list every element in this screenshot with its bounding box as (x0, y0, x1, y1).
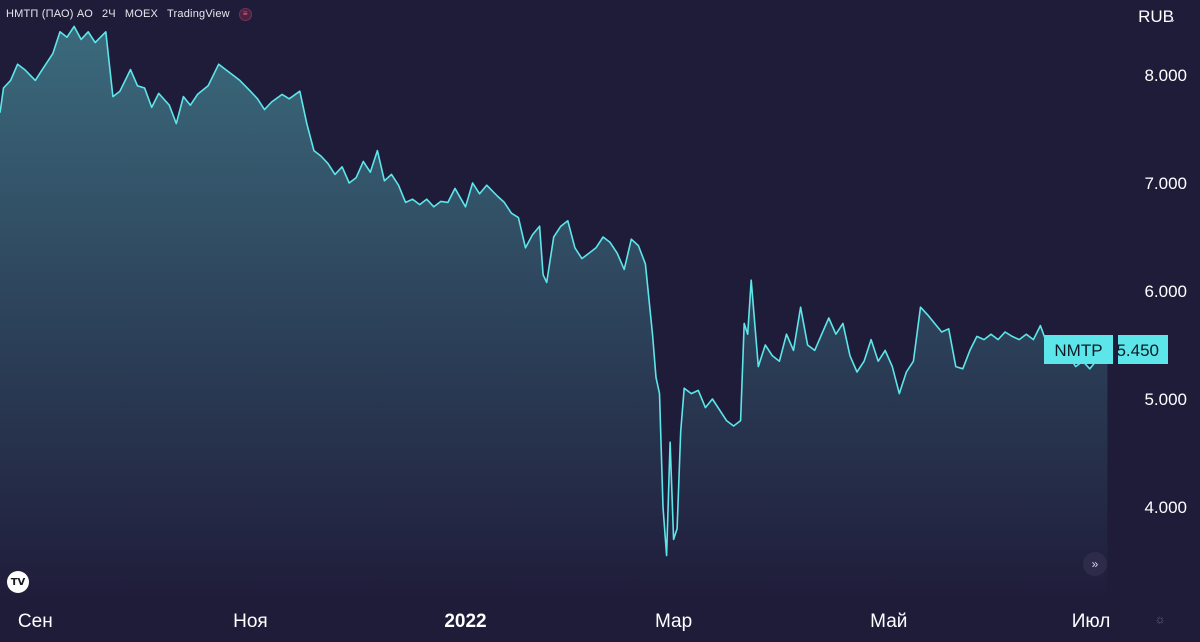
x-tick-label: Сен (18, 611, 53, 632)
interval-label[interactable]: 2Ч (101, 8, 116, 20)
x-tick-label: Мар (655, 611, 692, 632)
price-line (0, 25, 1108, 557)
exchange-label: MOEX (124, 8, 159, 20)
y-tick-label: 5.000 (1144, 390, 1187, 409)
last-price-bg (1118, 335, 1168, 364)
currency-dropdown-icon[interactable]: ⌄ (1168, 14, 1176, 24)
x-tick-label: Май (870, 611, 907, 632)
tradingview-logo-icon[interactable]: TV (7, 571, 29, 593)
x-axis: Сен Ноя 2022 Мар Май Июл (18, 611, 1110, 632)
y-axis: 4.000 5.000 6.000 7.000 8.000 (1144, 66, 1187, 517)
scroll-to-realtime-button[interactable]: » (1083, 552, 1107, 576)
x-tick-label: Ноя (233, 611, 268, 632)
y-tick-label: 4.000 (1144, 498, 1187, 517)
price-area-fill (0, 26, 1108, 600)
x-tick-label: Июл (1072, 611, 1111, 632)
provider-label: TradingView (167, 8, 230, 20)
y-tick-label: 8.000 (1144, 66, 1187, 85)
last-price-tag: NMTP 5.450 (1044, 335, 1168, 364)
x-tick-label: 2022 (444, 611, 486, 632)
currency-label[interactable]: RUB (1138, 7, 1174, 26)
last-price-value: 5.450 (1116, 341, 1159, 360)
y-tick-label: 6.000 (1144, 282, 1187, 301)
symbol-name[interactable]: НМТП (ПАО) АО (6, 8, 93, 20)
y-tick-label: 7.000 (1144, 174, 1187, 193)
settings-icon[interactable]: ☼ (1154, 612, 1166, 626)
chart-header: НМТП (ПАО) АО 2Ч MOEX TradingView ≡ (6, 6, 252, 22)
ticker-label: NMTP (1054, 341, 1102, 360)
ticker-label-bg (1044, 335, 1113, 364)
exchange-badge-icon: ≡ (238, 7, 252, 21)
